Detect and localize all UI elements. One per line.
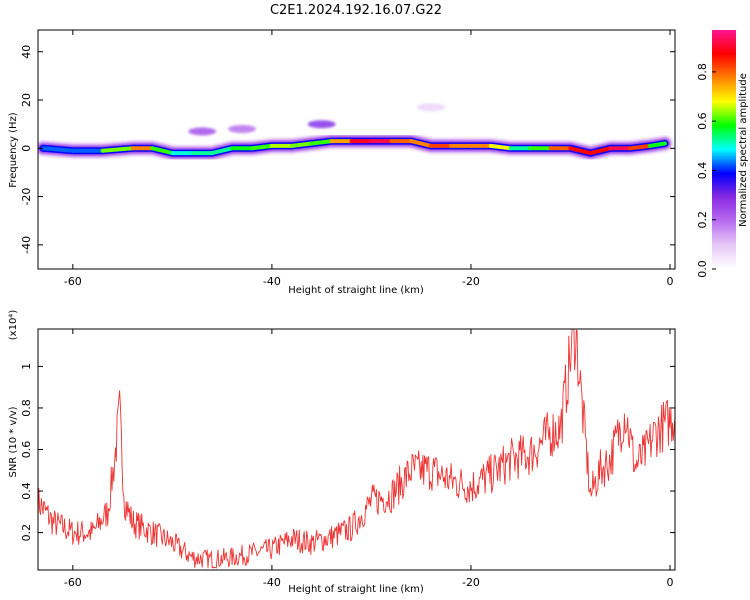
figure-title: C2E1.2024.192.16.07.G22 xyxy=(270,3,442,18)
snr-y-tick-label: 1 xyxy=(20,363,33,370)
spectrogram-blob xyxy=(417,103,446,112)
snr-series-line xyxy=(38,329,675,569)
snr-y-multiplier: (x10⁴) xyxy=(8,310,19,341)
spectrogram-ridge-segment xyxy=(588,146,613,156)
spectrogram-x-tick-label: 0 xyxy=(667,275,674,288)
spectrogram-ridge-segment xyxy=(648,141,667,148)
spectrogram-ridge-segment xyxy=(568,146,593,156)
spectrogram-y-tick-label: -40 xyxy=(20,236,33,254)
snr-frame xyxy=(37,328,676,571)
snr-y-tick-label: 0.8 xyxy=(20,399,33,417)
spectrogram-blob xyxy=(188,127,217,136)
colorbar-tick-label: 0.6 xyxy=(696,112,709,130)
spectrogram-ridge-segment xyxy=(309,139,334,146)
snr-x-tick-label: -40 xyxy=(263,576,281,589)
spectrogram-ridge-segment xyxy=(41,146,75,153)
spectrogram-y-tick-label: 0 xyxy=(20,145,33,152)
snr-y-tick-label: 0.4 xyxy=(20,482,33,500)
spectrogram-x-label: Height of straight line (km) xyxy=(288,285,424,296)
spectrogram-x-tick-label: -60 xyxy=(64,275,82,288)
spectrogram-ridge-segment xyxy=(488,143,513,151)
colorbar: 0.0 0.2 0.4 0.6 0.8 Normalized spectral ampl… xyxy=(696,30,749,278)
spectrogram-panel: -60 -40 -20 0 -40 -20 0 20 40 Height of straight… xyxy=(8,29,676,296)
colorbar-ticks: 0.0 0.2 0.4 0.6 0.8 xyxy=(696,63,716,278)
snr-ticks: -60 -40 -20 0 0.2 0.4 0.6 0.8 1 xyxy=(20,329,675,589)
snr-y-label: SNR (10 * v/v) xyxy=(8,406,19,477)
colorbar-gradient-bar xyxy=(712,30,736,269)
spectrogram-heatmap xyxy=(38,103,673,162)
colorbar-tick-label: 0.4 xyxy=(696,162,709,180)
spectrogram-ridge-segment xyxy=(100,146,135,153)
spectrogram-y-tick-label: -20 xyxy=(20,188,33,206)
spectrogram-y-tick-label: 20 xyxy=(20,93,33,107)
snr-x-tick-label: 0 xyxy=(667,576,674,589)
spectrogram-ticks: -60 -40 -20 0 -40 -20 0 20 40 xyxy=(20,30,675,288)
spectrogram-blob xyxy=(228,125,256,133)
spectrogram-x-tick-label: -20 xyxy=(462,275,480,288)
spectrogram-ridge-segment xyxy=(409,139,434,148)
spectrogram-ridge-segment xyxy=(210,146,235,156)
spectrogram-ridge-segment xyxy=(250,143,274,151)
snr-y-tick-label: 0.6 xyxy=(20,441,33,459)
colorbar-label: Normalized spectral amplitude xyxy=(738,73,749,227)
spectrogram-ridge-segment xyxy=(628,143,653,151)
snr-y-tick-label: 0.2 xyxy=(20,524,33,542)
snr-x-label: Height of straight line (km) xyxy=(288,584,424,595)
spectrogram-blob xyxy=(307,120,336,129)
snr-x-tick-label: -60 xyxy=(64,576,82,589)
spectrogram-y-label: Frequency (Hz) xyxy=(8,112,19,188)
spectrogram-x-tick-label: -40 xyxy=(263,275,281,288)
snr-x-tick-label: -20 xyxy=(462,576,480,589)
spectrogram-frame xyxy=(37,29,676,270)
spectrogram-ridge-segment xyxy=(150,146,175,156)
spectrogram-ridge-segment xyxy=(289,141,314,148)
snr-panel: -60 -40 -20 0 0.2 0.4 0.6 0.8 1 Height of straig… xyxy=(8,310,676,595)
colorbar-tick-label: 0.0 xyxy=(696,260,709,278)
spectrogram-y-tick-label: 40 xyxy=(20,45,33,59)
snr-line-area xyxy=(38,329,675,569)
colorbar-tick-label: 0.2 xyxy=(696,211,709,229)
colorbar-tick-label: 0.8 xyxy=(696,63,709,81)
